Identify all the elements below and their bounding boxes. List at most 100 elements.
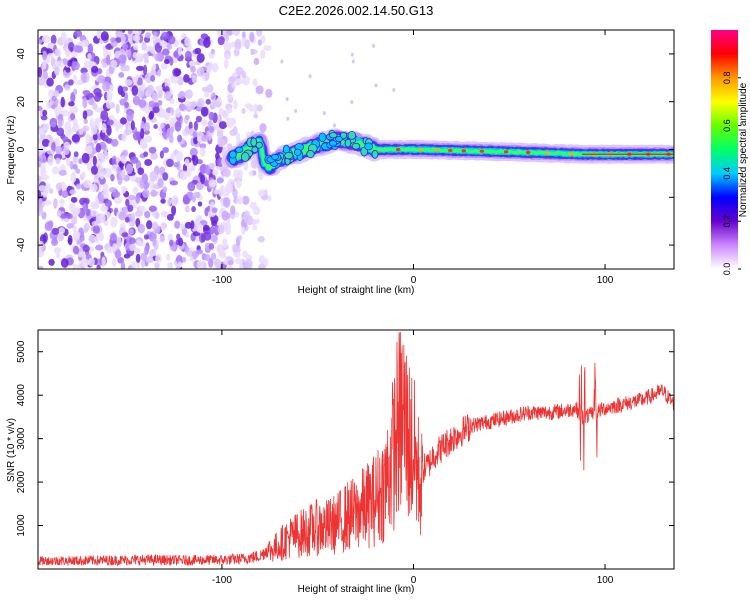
noise-blob (350, 52, 354, 57)
noise-blob (191, 75, 197, 83)
signal-blob (306, 149, 315, 159)
spectrogram-y-tick-label: -20 (16, 190, 27, 205)
noise-blob (128, 244, 136, 250)
signal-blob (328, 132, 338, 139)
noise-blob (217, 36, 225, 46)
noise-blob (51, 141, 56, 153)
noise-blob (53, 199, 58, 208)
noise-blob (38, 240, 44, 248)
noise-blob (252, 78, 258, 87)
noise-blob (152, 106, 160, 114)
noise-blob (160, 62, 168, 70)
noise-blob (100, 205, 109, 212)
snr-y-tick-label: 4000 (16, 384, 27, 407)
noise-blob (51, 166, 60, 175)
snr-y-tick-label: 2000 (16, 471, 27, 494)
noise-blob (56, 60, 64, 68)
noise-blob (148, 146, 157, 154)
noise-blob (162, 186, 168, 193)
snr-x-axis-label: Height of straight line (km) (298, 584, 415, 595)
noise-blob (140, 260, 146, 268)
noise-blob (208, 162, 216, 169)
noise-blob (133, 30, 142, 36)
chart-title: C2E2.2026.002.14.50.G13 (279, 3, 434, 18)
noise-blob (58, 227, 66, 235)
noise-blob (67, 234, 73, 246)
noise-blob (142, 181, 150, 190)
noise-blob (184, 205, 190, 213)
noise-blob (66, 213, 73, 220)
noise-blob (126, 47, 132, 58)
noise-blob (174, 220, 181, 229)
noise-blob (72, 61, 80, 71)
noise-blob (216, 243, 224, 252)
noise-blob (184, 158, 190, 167)
noise-blob (233, 99, 238, 110)
noise-blob (151, 221, 159, 230)
noise-blob (83, 118, 88, 125)
noise-blob (125, 163, 134, 175)
noise-blob (183, 74, 190, 83)
noise-blob (60, 36, 69, 45)
noise-blob (167, 261, 174, 269)
noise-blob (96, 264, 101, 269)
noise-blob (153, 123, 158, 130)
noise-blob (139, 178, 145, 190)
noise-blob (241, 31, 246, 38)
colorbar-tick-label: 0.6 (722, 119, 732, 132)
snr-y-axis-label: SNR (10 * v/v) (6, 418, 17, 482)
noise-blob (56, 127, 65, 137)
noise-blob (68, 41, 75, 52)
noise-blob (72, 88, 78, 95)
spectrogram-y-tick-label: -40 (16, 237, 27, 252)
noise-blob (136, 77, 143, 86)
noise-blob (178, 46, 183, 57)
noise-blob (127, 264, 133, 269)
noise-blob (66, 222, 75, 229)
noise-blob (205, 98, 211, 105)
noise-blob (187, 181, 196, 192)
noise-blob (186, 250, 194, 257)
noise-blob (127, 30, 133, 35)
noise-blob (208, 111, 215, 121)
noise-blob (173, 162, 179, 168)
noise-blob (99, 172, 105, 180)
noise-blob (150, 74, 156, 82)
noise-blob (64, 84, 71, 91)
noise-blob (42, 109, 48, 117)
noise-blob (51, 95, 57, 102)
noise-blob (120, 117, 127, 125)
noise-blob (90, 125, 98, 135)
noise-blob (115, 103, 120, 114)
noise-blob (152, 63, 157, 71)
signal-blob (228, 150, 237, 159)
noise-blob (258, 255, 266, 265)
noise-blob (142, 53, 149, 59)
noise-blob (63, 141, 71, 150)
noise-blob (332, 123, 336, 128)
noise-blob (40, 167, 47, 178)
noise-blob (145, 256, 154, 264)
noise-blob (142, 64, 148, 76)
noise-blob (50, 56, 56, 67)
snr-y-tick-label: 5000 (16, 340, 27, 363)
noise-blob (213, 189, 221, 195)
noise-blob (155, 253, 162, 265)
noise-blob (97, 176, 106, 185)
noise-blob (160, 210, 169, 218)
noise-blob (149, 170, 158, 182)
noise-blob (118, 72, 125, 78)
noise-blob (266, 195, 272, 202)
noise-blob (98, 232, 104, 242)
noise-blob (188, 121, 193, 131)
noise-blob (233, 169, 241, 179)
noise-blob (128, 195, 137, 201)
noise-blob (97, 75, 106, 84)
noise-blob (223, 111, 229, 120)
noise-blob (53, 247, 62, 254)
noise-blob (81, 171, 86, 178)
noise-blob (96, 30, 101, 39)
noise-blob (106, 125, 112, 136)
signal-blob (347, 130, 357, 140)
noise-blob (129, 228, 134, 235)
